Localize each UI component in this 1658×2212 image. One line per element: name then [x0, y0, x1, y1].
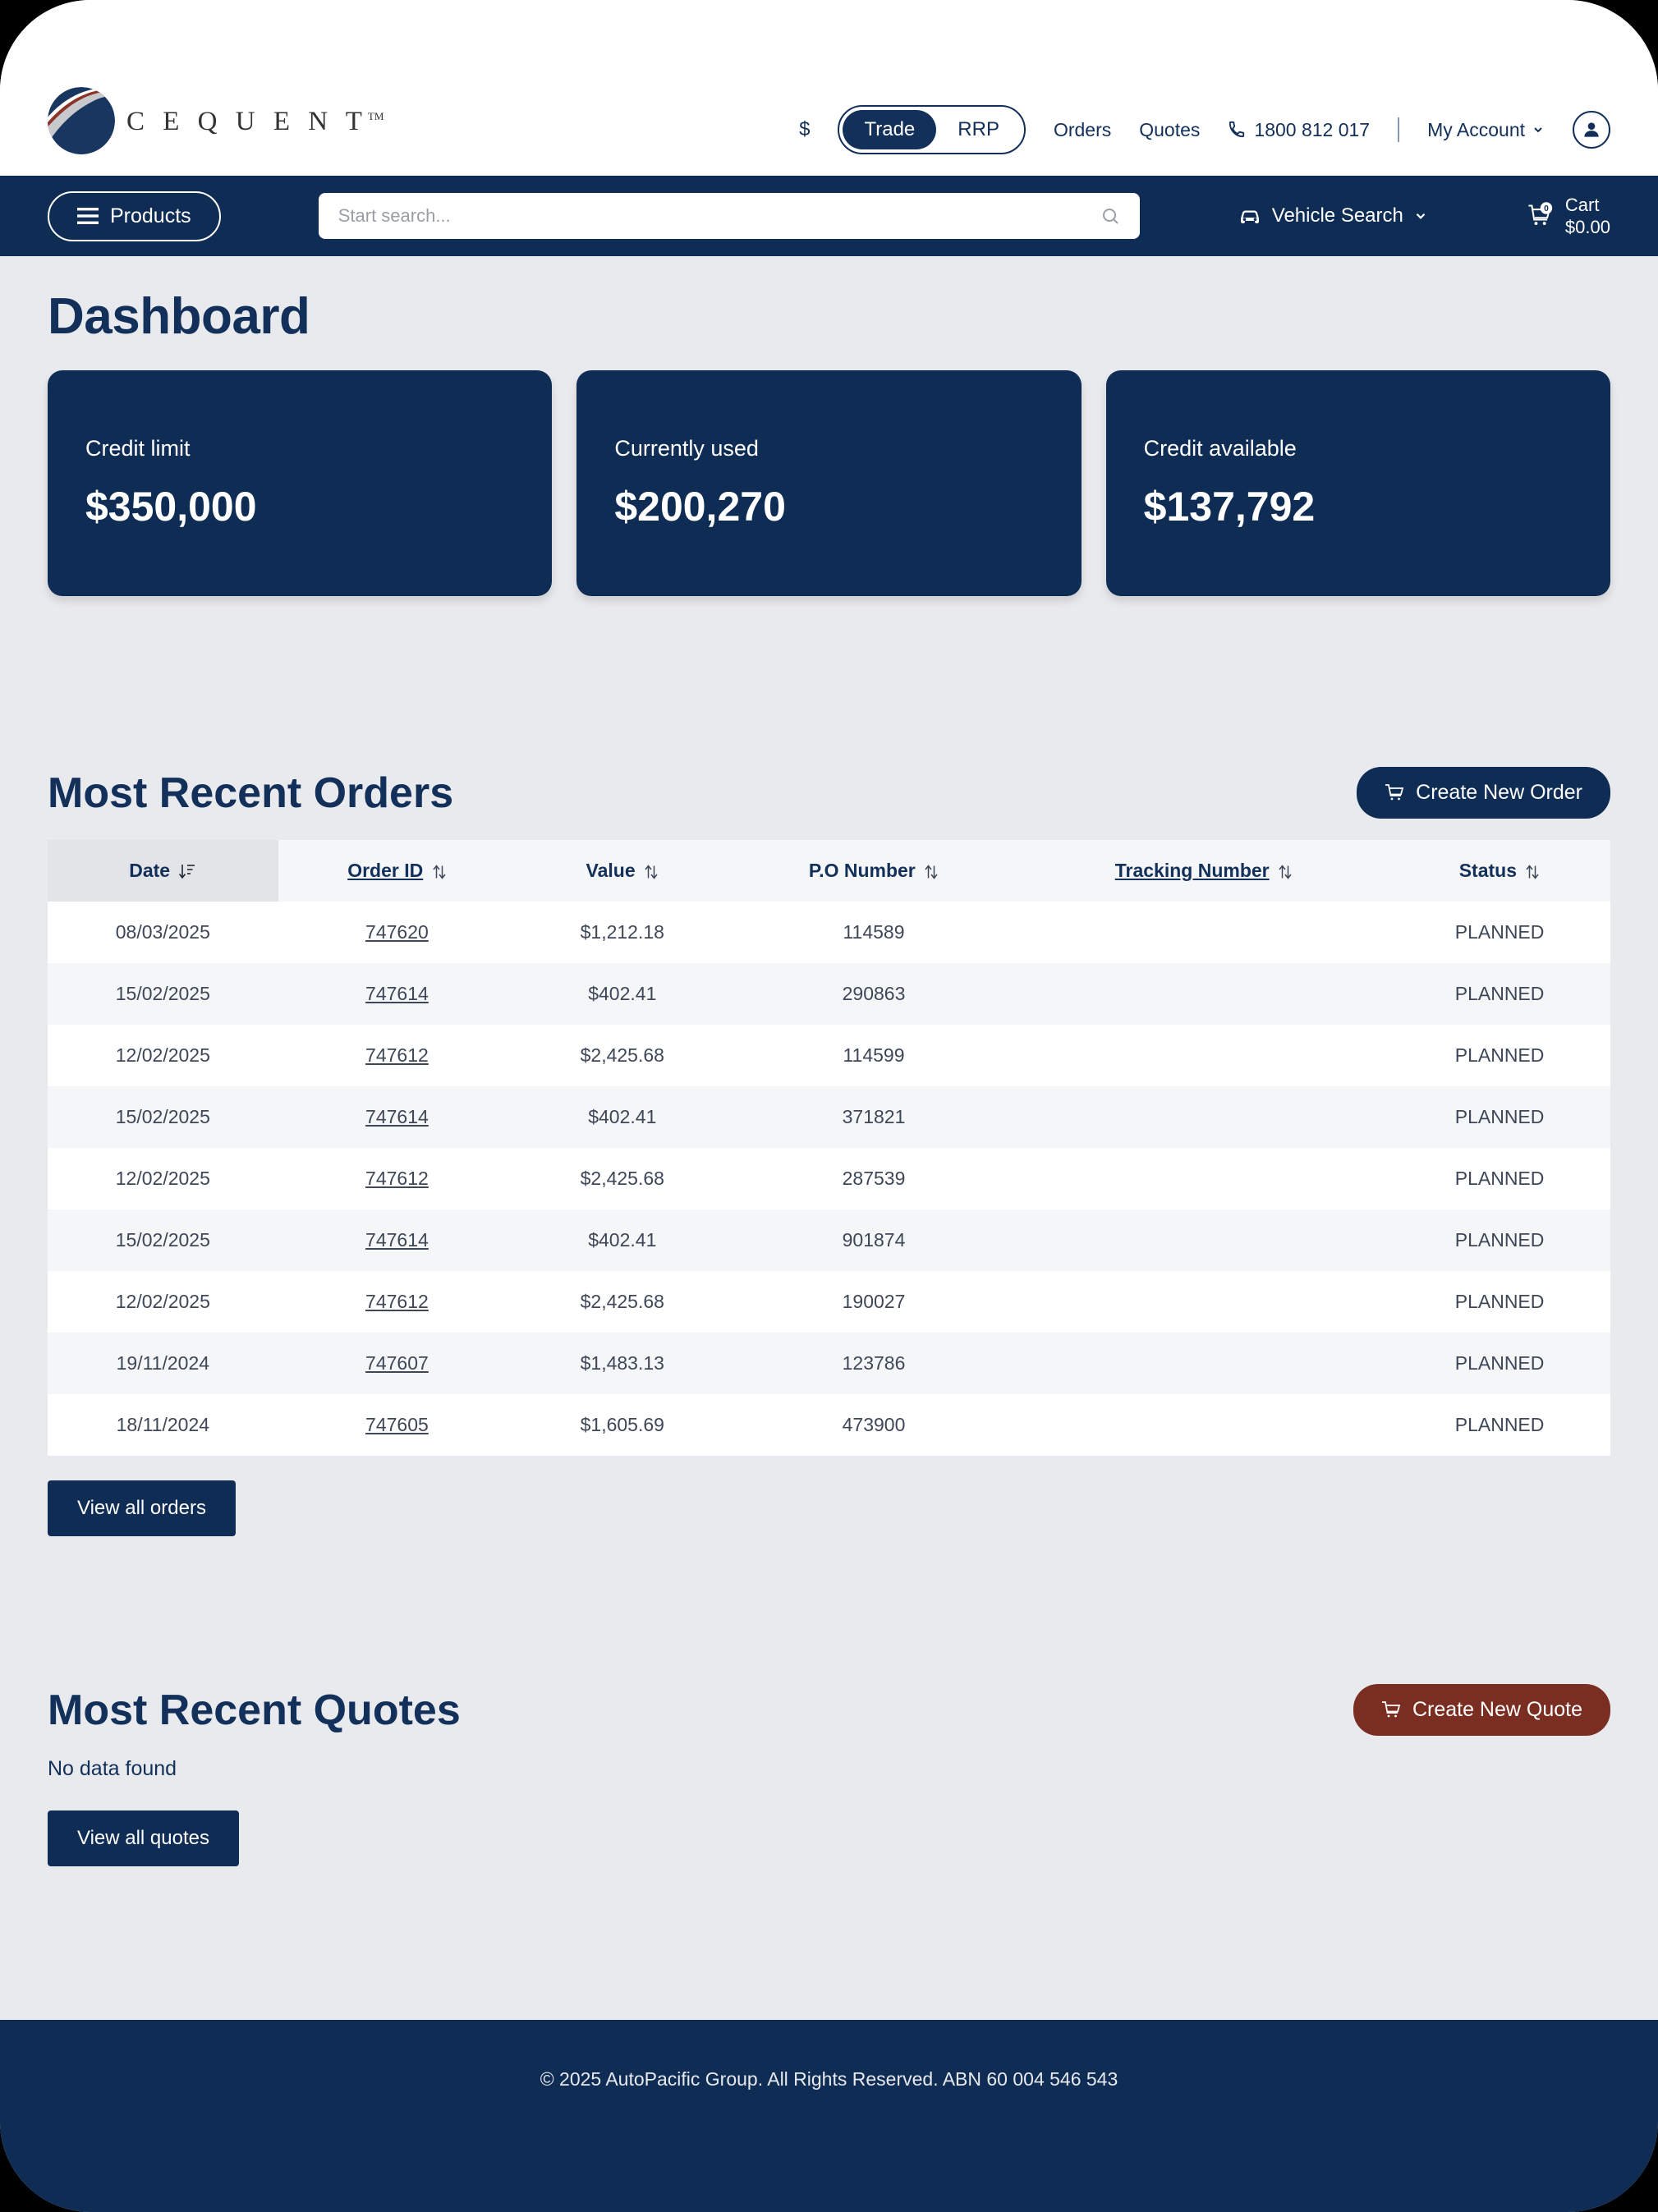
- svg-text:0: 0: [1544, 204, 1549, 213]
